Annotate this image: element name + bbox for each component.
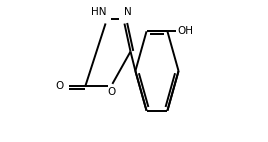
- Text: HN: HN: [91, 7, 107, 17]
- Text: N: N: [124, 7, 131, 17]
- Text: O: O: [55, 81, 64, 91]
- Text: OH: OH: [177, 26, 193, 36]
- Text: O: O: [107, 87, 115, 97]
